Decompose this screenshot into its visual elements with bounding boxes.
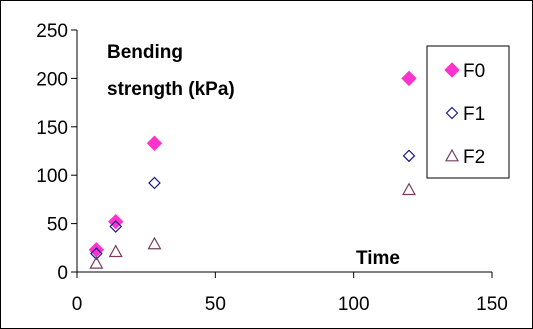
x-tick-label: 150 bbox=[476, 294, 508, 315]
data-point-f1 bbox=[90, 247, 103, 260]
data-point-f2 bbox=[147, 236, 162, 250]
legend-label-f0: F0 bbox=[463, 61, 485, 82]
data-point-f2 bbox=[89, 256, 104, 269]
tick-labels: 0 50 100 150 200 250 0 50 100 150 bbox=[36, 21, 508, 315]
data-point-f1 bbox=[109, 220, 123, 233]
y-tick-label: 50 bbox=[47, 215, 68, 236]
data-point-f0 bbox=[146, 135, 163, 151]
legend: F0 F1 F2 bbox=[426, 45, 510, 179]
y-axis-label-line-2: strength (kPa) bbox=[107, 79, 235, 100]
data-points bbox=[88, 70, 417, 269]
x-tick-label: 50 bbox=[205, 294, 226, 315]
y-tick-label: 250 bbox=[36, 21, 68, 42]
y-tick-label: 100 bbox=[36, 166, 68, 187]
legend-box bbox=[426, 45, 510, 179]
y-tick-label: 0 bbox=[57, 263, 68, 284]
legend-marker-f0 bbox=[444, 62, 460, 78]
data-point-f2 bbox=[401, 182, 417, 196]
legend-marker-f1 bbox=[445, 106, 459, 120]
legend-label-f1: F1 bbox=[463, 104, 485, 125]
data-point-f0 bbox=[401, 70, 417, 87]
y-tick-label: 200 bbox=[36, 69, 68, 90]
x-tick-label: 0 bbox=[72, 294, 83, 315]
y-axis-label-line-1: Bending bbox=[107, 42, 183, 63]
x-axis-label: Time bbox=[356, 248, 400, 269]
legend-marker-f2 bbox=[444, 148, 460, 162]
data-point-f2 bbox=[108, 244, 123, 258]
x-tick-label: 100 bbox=[338, 294, 370, 315]
y-tick-label: 150 bbox=[36, 118, 68, 139]
axes bbox=[71, 29, 493, 278]
data-point-f1 bbox=[148, 176, 161, 190]
legend-label-f2: F2 bbox=[463, 147, 485, 168]
data-point-f1 bbox=[402, 149, 416, 163]
